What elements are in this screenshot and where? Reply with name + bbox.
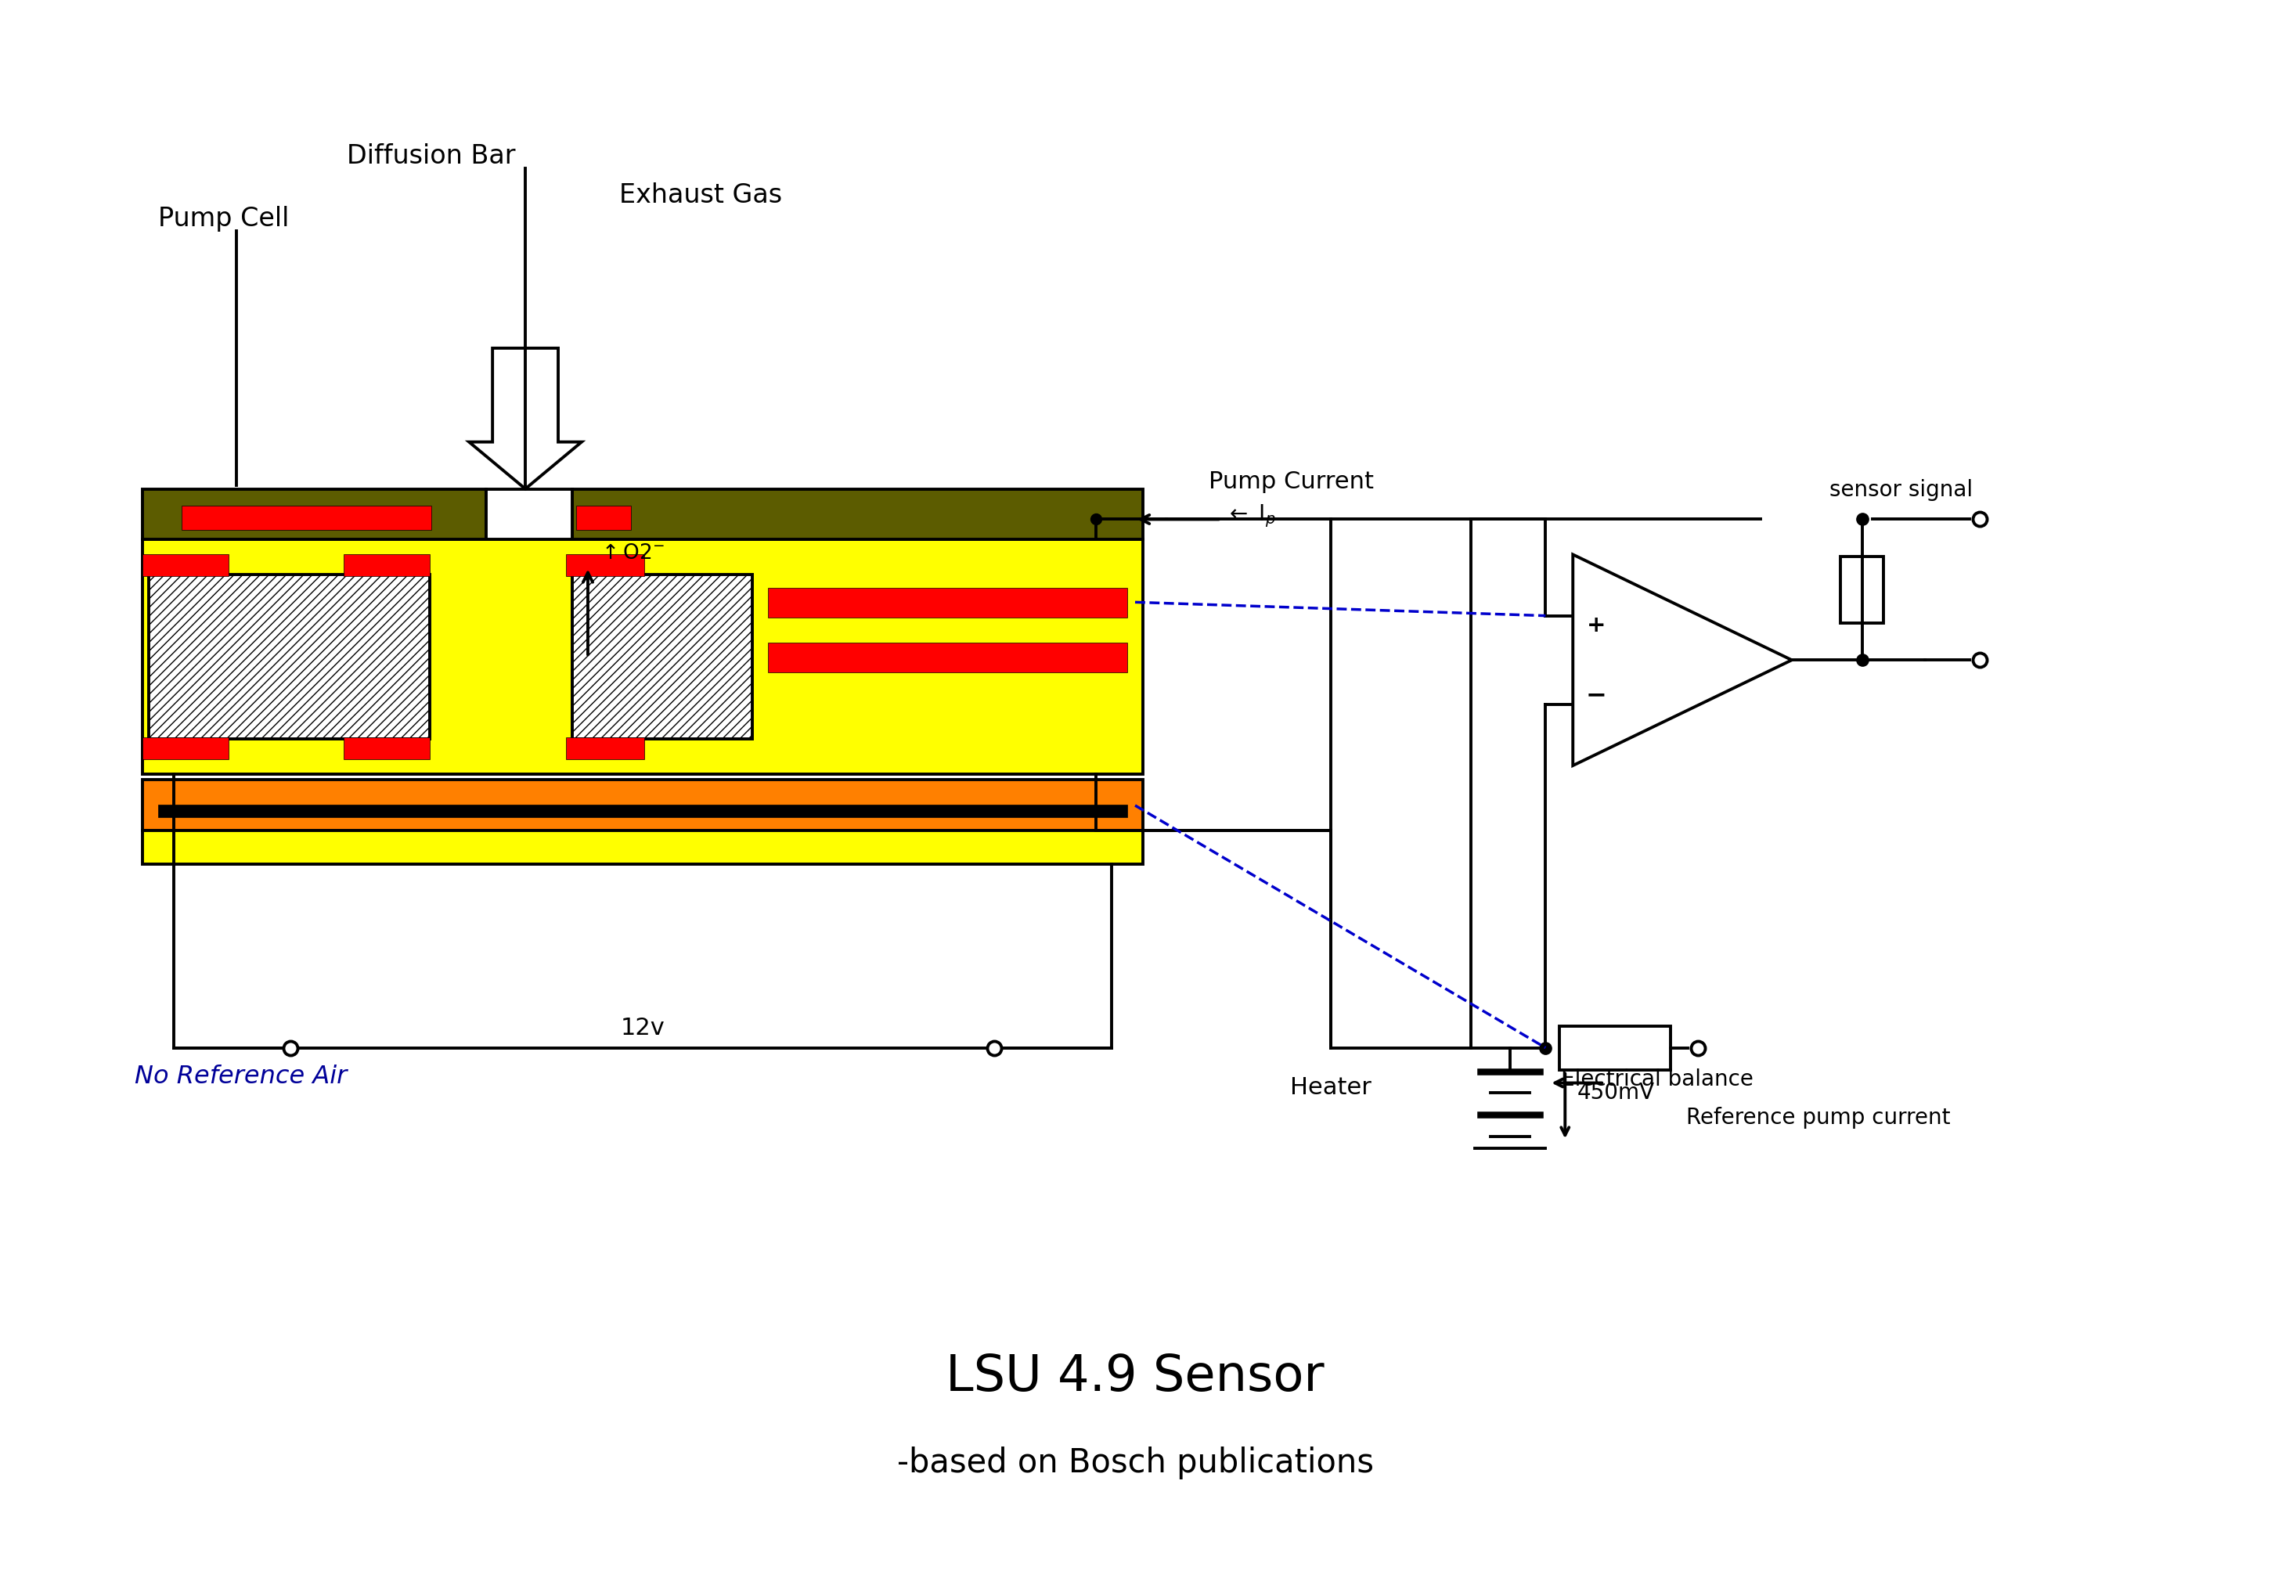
Text: LSU 4.9 Sensor: LSU 4.9 Sensor [946,1352,1325,1400]
Bar [142,737,227,760]
Text: Heater: Heater [1290,1076,1371,1098]
Bar [181,506,432,531]
Bar [1841,557,1883,624]
Text: 450mV: 450mV [1577,1082,1655,1103]
Text: Diffusion Bar: Diffusion Bar [347,144,517,169]
Polygon shape [468,350,581,490]
Bar [567,737,645,760]
Bar [142,555,227,576]
Text: +: + [1587,614,1605,637]
Text: -based on Bosch publications: -based on Bosch publications [898,1446,1373,1478]
Bar [142,539,1143,774]
Bar [767,643,1127,674]
Text: sensor signal: sensor signal [1830,479,1972,500]
Bar [572,575,753,739]
Bar [142,832,1143,865]
Bar [767,589,1127,618]
Bar [487,490,572,539]
Text: −: − [1587,683,1607,707]
Bar [149,575,429,739]
Bar [158,804,1127,817]
Text: Pump Current: Pump Current [1210,469,1373,493]
Polygon shape [1573,555,1791,766]
Text: $\uparrow$O2$^{-}$: $\uparrow$O2$^{-}$ [597,543,664,563]
Text: $\leftarrow$ I$_p$: $\leftarrow$ I$_p$ [1226,503,1277,530]
Bar [344,555,429,576]
Bar [567,555,645,576]
Bar [1559,1026,1671,1069]
Bar [142,490,487,539]
Bar [576,506,631,531]
Text: Pump Cell: Pump Cell [158,206,289,231]
Text: Reference pump current: Reference pump current [1685,1106,1949,1128]
Text: 12v: 12v [620,1017,666,1039]
Bar [142,780,1143,832]
Text: Exhaust Gas: Exhaust Gas [620,182,783,207]
Text: Electrical balance: Electrical balance [1561,1068,1754,1090]
Bar [572,490,1143,539]
Bar [344,737,429,760]
Text: No Reference Air: No Reference Air [135,1063,347,1088]
